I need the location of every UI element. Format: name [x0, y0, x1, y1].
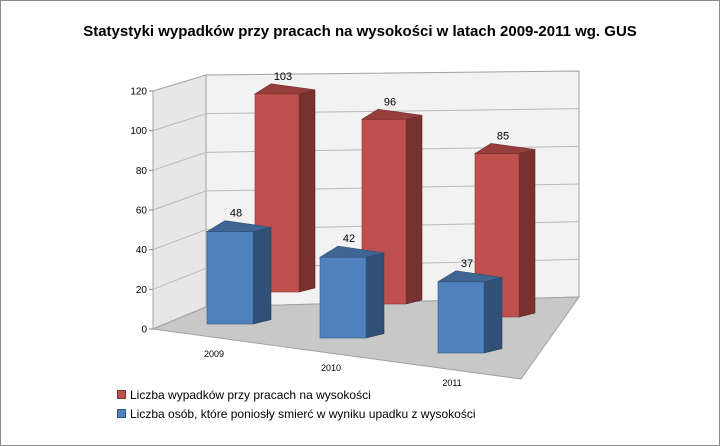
- x-tick-label: 2010: [321, 363, 341, 373]
- bar-side: [405, 114, 423, 305]
- legend-label-deaths: Liczba osób, które poniosły smierć w wyn…: [130, 406, 476, 421]
- data-label: 96: [384, 96, 396, 108]
- bar-side: [252, 226, 272, 325]
- bar: [437, 281, 485, 354]
- side-wall: [152, 74, 207, 330]
- data-label: 103: [274, 71, 292, 83]
- bar-top: [473, 143, 536, 154]
- bar-side: [483, 277, 503, 354]
- gridline-side: [152, 229, 207, 251]
- legend-label-accidents: Liczba wypadków przy pracach na wysokośc…: [130, 387, 371, 402]
- chart-legend: Liczba wypadków przy pracach na wysokośc…: [117, 385, 475, 423]
- y-tick-label: 100: [130, 126, 147, 137]
- y-tick-label: 120: [130, 87, 147, 98]
- legend-swatch-blue: [117, 409, 126, 418]
- bar: [206, 231, 254, 325]
- y-tick-label: 40: [136, 245, 148, 256]
- y-tick-label: 0: [141, 325, 147, 336]
- bar-top: [253, 83, 316, 95]
- y-tick-label: 80: [136, 166, 148, 177]
- data-label: 42: [343, 233, 355, 245]
- bar-top: [360, 109, 423, 120]
- chart-title: Statystyki wypadków przy pracach na wyso…: [83, 23, 637, 40]
- bar-top: [436, 270, 503, 283]
- bar: [319, 256, 367, 339]
- bar-side: [298, 89, 316, 293]
- legend-item-accidents: Liczba wypadków przy pracach na wysokośc…: [117, 385, 475, 404]
- bar-top: [205, 220, 272, 232]
- y-tick-label: 60: [136, 206, 148, 217]
- legend-item-deaths: Liczba osób, które poniosły smierć w wyn…: [117, 404, 475, 423]
- data-label: 48: [230, 208, 242, 220]
- bar-side: [518, 149, 536, 318]
- x-tick-label: 2011: [442, 378, 461, 388]
- gridline-side: [152, 113, 207, 132]
- data-label: 37: [461, 258, 473, 270]
- legend-swatch-red: [117, 390, 126, 399]
- bar-top: [318, 245, 385, 258]
- y-tick-label: 20: [136, 285, 148, 296]
- data-label: 85: [497, 130, 509, 142]
- gridline-side: [152, 190, 207, 211]
- bar-side: [365, 252, 385, 339]
- gridline-side: [152, 267, 207, 290]
- x-tick-label: 2009: [204, 349, 224, 359]
- gridline-side: [152, 151, 207, 171]
